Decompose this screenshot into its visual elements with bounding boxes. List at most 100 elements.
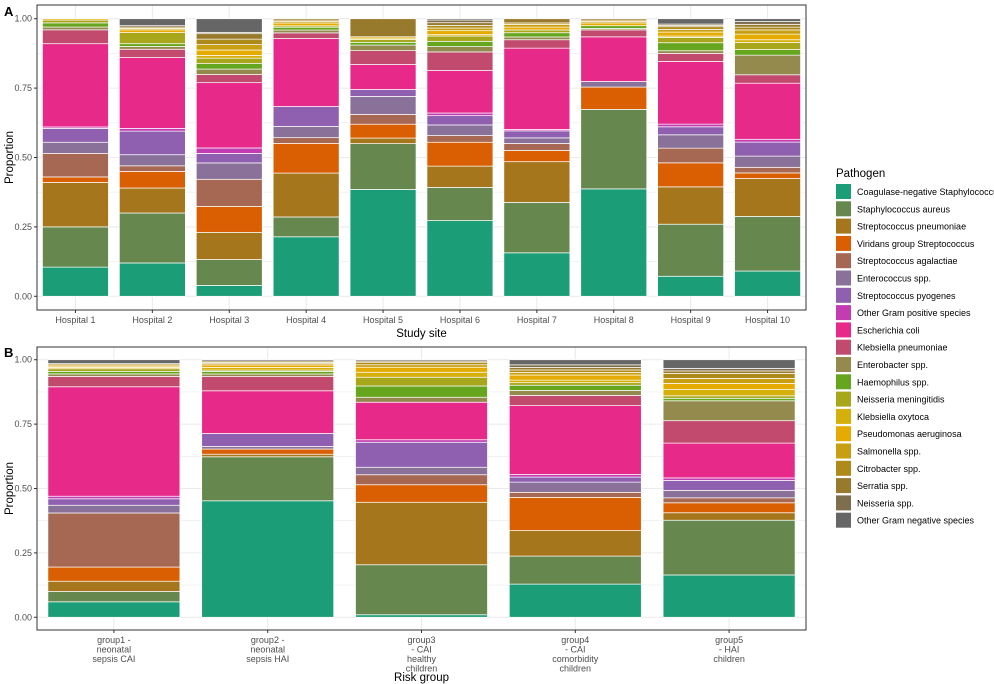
segment-enterococcus-spp xyxy=(195,162,263,180)
bar-hospital-6 xyxy=(426,18,494,297)
segment-haemophilus-spp xyxy=(580,25,648,29)
segment-salmonella-spp xyxy=(355,364,488,368)
legend-item: Other Gram negative species xyxy=(836,512,975,528)
segment-escherichia-coli xyxy=(657,61,725,125)
segment-haemophilus-spp xyxy=(503,32,571,38)
legend-item: Salmonella spp. xyxy=(836,443,921,459)
bar-group4-cai-comorbidity-children xyxy=(508,359,642,618)
y-tick-label: 0.00 xyxy=(14,291,32,301)
segment-neisseria-meningitidis xyxy=(118,32,186,45)
segment-escherichia-coli xyxy=(42,43,109,128)
segment-haemophilus-spp xyxy=(201,371,335,375)
segment-coagulase-negative-staphylococcus xyxy=(508,583,642,618)
segment-enterobacter-spp xyxy=(662,400,796,422)
segment-streptococcus-pneumoniae xyxy=(657,186,725,225)
segment-serratia-spp xyxy=(195,33,263,40)
segment-staphylococcus-aureus xyxy=(734,216,801,272)
segment-streptococcus-pyogenes xyxy=(349,89,417,97)
segment-streptococcus-agalactiae xyxy=(426,135,494,143)
segment-neisseria-spp xyxy=(662,368,796,372)
segment-neisseria-meningitidis xyxy=(426,35,494,42)
x-tick-label-line: group2 - xyxy=(251,635,285,645)
segment-streptococcus-pyogenes xyxy=(118,130,186,156)
bar-hospital-3 xyxy=(195,18,263,297)
segment-viridans-group-streptococcus xyxy=(503,150,571,163)
x-tick-label-line: sepsis HAI xyxy=(246,654,289,664)
x-tick-label-line: sepsis CAI xyxy=(92,654,135,664)
x-tick-label-line: Hospital 8 xyxy=(594,315,634,325)
segment-staphylococcus-aureus xyxy=(42,226,109,268)
segment-klebsiella-pneumoniae xyxy=(426,51,494,71)
legend-swatch xyxy=(836,374,851,390)
segment-viridans-group-streptococcus xyxy=(201,448,335,455)
legend-label: Citrobacter spp. xyxy=(857,464,921,474)
segment-streptococcus-agalactiae xyxy=(355,474,488,486)
x-axis-title: Study site xyxy=(396,328,447,340)
segment-other-gram-negative-species xyxy=(426,18,494,21)
segment-escherichia-coli xyxy=(272,38,340,107)
x-tick-label: Hospital 9 xyxy=(671,315,711,325)
legend-label: Enterobacter spp. xyxy=(857,360,928,370)
segment-staphylococcus-aureus xyxy=(355,564,488,616)
legend-label: Enterococcus spp. xyxy=(857,274,931,284)
segment-enterobacter-spp xyxy=(118,46,186,50)
segment-neisseria-meningitidis xyxy=(734,42,801,50)
segment-other-gram-negative-species xyxy=(195,18,263,33)
segment-viridans-group-streptococcus xyxy=(662,502,796,514)
segment-neisseria-meningitidis xyxy=(657,37,725,44)
segment-staphylococcus-aureus xyxy=(201,456,335,502)
segment-serratia-spp xyxy=(734,23,801,28)
panel-a: 0.00 0.25 0.50 0.75 1.00 Hospital 1 Hospital 2… xyxy=(4,4,807,340)
segment-streptococcus-agalactiae xyxy=(42,152,109,178)
legend-label: Pseudomonas aeruginosa xyxy=(857,429,962,439)
segment-streptococcus-pneumoniae xyxy=(195,231,263,260)
x-axis-title: Risk group xyxy=(394,672,449,684)
segment-haemophilus-spp xyxy=(47,370,181,375)
x-tick-label-line: Hospital 10 xyxy=(745,315,790,325)
legend-label: Other Gram positive species xyxy=(857,308,971,318)
x-tick-label: group5- HAI children xyxy=(713,635,745,664)
segment-escherichia-coli xyxy=(201,390,335,434)
segment-streptococcus-pneumoniae xyxy=(118,187,186,214)
segment-pseudomonas-aeruginosa xyxy=(118,29,186,33)
segment-enterobacter-spp xyxy=(426,46,494,53)
legend-item: Pseudomonas aeruginosa xyxy=(836,426,962,442)
segment-citrobacter-spp xyxy=(662,373,796,379)
segment-coagulase-negative-staphylococcus xyxy=(349,189,417,297)
legend-item: Coagulase-negative Staphylococcus xyxy=(836,184,994,199)
segment-coagulase-negative-staphylococcus xyxy=(355,614,488,618)
legend-label: Coagulase-negative Staphylococcus xyxy=(857,187,994,197)
segment-salmonella-spp xyxy=(426,27,494,32)
segment-haemophilus-spp xyxy=(734,49,801,56)
segment-streptococcus-pyogenes xyxy=(355,441,488,468)
segment-klebsiella-oxytoca xyxy=(734,39,801,43)
segment-escherichia-coli xyxy=(195,82,263,149)
segment-staphylococcus-aureus xyxy=(272,216,340,238)
segment-pseudomonas-aeruginosa xyxy=(580,22,648,27)
legend-swatch xyxy=(836,184,851,199)
segment-enterobacter-spp xyxy=(195,68,263,75)
x-tick-label-line: group4 xyxy=(561,635,589,645)
segment-streptococcus-agalactiae xyxy=(47,512,181,568)
y-tick-label: 1.00 xyxy=(14,14,32,24)
segment-haemophilus-spp xyxy=(118,43,186,47)
segment-haemophilus-spp xyxy=(349,41,417,46)
segment-other-gram-positive-species xyxy=(355,439,488,443)
segment-klebsiella-pneumoniae xyxy=(580,29,648,38)
segment-streptococcus-pyogenes xyxy=(503,130,571,139)
x-tick-label: Hospital 4 xyxy=(286,315,326,325)
segment-streptococcus-agalactiae xyxy=(272,137,340,144)
segment-salmonella-spp xyxy=(734,29,801,35)
segment-citrobacter-spp xyxy=(734,26,801,31)
segment-enterobacter-spp xyxy=(734,54,801,76)
segment-streptococcus-agalactiae xyxy=(349,114,417,125)
legend-item: Neisseria spp. xyxy=(836,495,914,511)
x-tick-label: group3- CAI healthy children xyxy=(406,635,438,674)
segment-streptococcus-pneumoniae xyxy=(349,137,417,144)
segment-viridans-group-streptococcus xyxy=(734,172,801,179)
panel-tag: A xyxy=(4,4,14,19)
bar-hospital-7 xyxy=(503,18,571,297)
legend-label: Salmonella spp. xyxy=(857,447,921,457)
y-axis-title: Proportion xyxy=(4,462,16,515)
x-tick-label-line: - HAI xyxy=(719,645,740,655)
